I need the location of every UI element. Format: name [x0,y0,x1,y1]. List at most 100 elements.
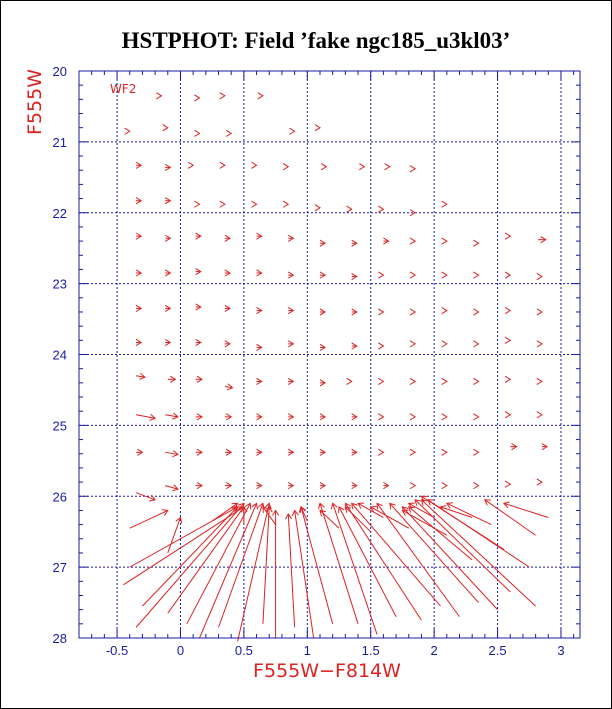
vector-mark [536,308,543,316]
vector-mark [319,239,327,247]
vector-head [445,502,453,509]
vector-head [473,340,480,348]
vector-head [319,509,326,517]
vector-mark [272,509,280,638]
vector-mark [536,340,543,348]
vector-line [440,506,473,518]
vector-line [351,503,441,607]
y-tick-label: 21 [53,135,67,150]
vector-mark [282,163,290,171]
vector-mark [351,502,441,607]
vector-head [219,200,226,208]
vector-head [175,516,183,524]
vector-mark [409,308,417,316]
vector-line [186,503,251,625]
vector-head [504,306,512,315]
vector-mark [162,124,169,132]
vector-mark [351,239,358,247]
vector-mark [389,502,479,603]
vector-head [287,306,295,315]
vector-mark [224,383,234,391]
vector-line [218,503,264,628]
vector-mark [409,482,417,490]
x-tick-label: 2.5 [489,643,507,658]
vector-line [402,506,498,610]
chip-annotation: WF2 [110,82,136,96]
vector-head [164,304,172,312]
vector-head [289,127,296,135]
vector-mark [195,232,202,240]
vector-line [345,506,372,533]
vector-line [370,506,410,529]
vector-line [389,503,479,603]
vector-line [165,451,179,455]
vector-mark [351,308,358,316]
vector-mark [224,448,233,456]
vector-line [408,502,435,518]
vector-head [408,506,415,513]
vector-mark [256,448,263,456]
vector-head [409,340,417,348]
vector-mark [287,377,295,385]
vector-head [231,506,239,513]
vector-head [383,482,390,490]
vector-line [300,506,308,522]
vector-mark [344,502,422,621]
vector-line [123,506,245,586]
vector-mark [256,269,263,277]
vector-head [319,239,327,247]
vector-head [219,92,226,100]
vector-head [194,129,201,137]
vector-head [351,308,358,316]
vector-head [536,308,543,316]
vector-head [511,443,518,451]
vector-line [135,503,245,628]
vector-line [414,499,511,593]
vector-mark [142,506,239,607]
vector-mark [378,342,385,350]
x-axis-label: F555W−F814W [253,660,401,682]
vector-head [319,343,327,351]
vector-mark [414,499,511,593]
vector-mark [441,271,448,279]
vector-head [187,161,195,169]
vector-mark [164,269,172,277]
vector-mark [504,232,512,240]
vector-mark [504,336,512,344]
vector-mark [319,482,327,490]
vector-mark [314,124,321,132]
vector-head [338,506,345,513]
vector-mark [346,377,353,385]
vector-head [473,448,480,456]
vector-head [287,413,295,421]
vector-head [441,306,448,315]
x-tick-label: 0 [177,643,184,658]
vector-head [540,236,547,244]
vector-mark [420,499,536,607]
vector-line [421,499,536,607]
vector-head [135,304,143,312]
vector-line [294,510,315,639]
vector-head [282,200,290,208]
vector-head [287,234,295,242]
vector-head [473,482,480,490]
vector-head [351,272,358,281]
vector-mark [124,127,131,135]
vector-line [287,513,296,628]
vector-mark [164,163,172,171]
y-tick-label: 25 [53,418,67,433]
vector-mark [441,237,448,245]
vector-head [378,205,385,213]
vector-head [319,308,327,316]
vector-head [378,271,385,279]
vector-head [314,124,321,132]
vector-head [409,482,417,490]
vector-head [135,338,143,347]
vector-head [256,448,263,456]
vector-head [287,448,295,456]
vector-line [199,503,258,639]
vector-mark [195,482,203,490]
vector-head [439,505,447,512]
vector-mark [195,268,202,276]
vector-head [504,232,512,240]
